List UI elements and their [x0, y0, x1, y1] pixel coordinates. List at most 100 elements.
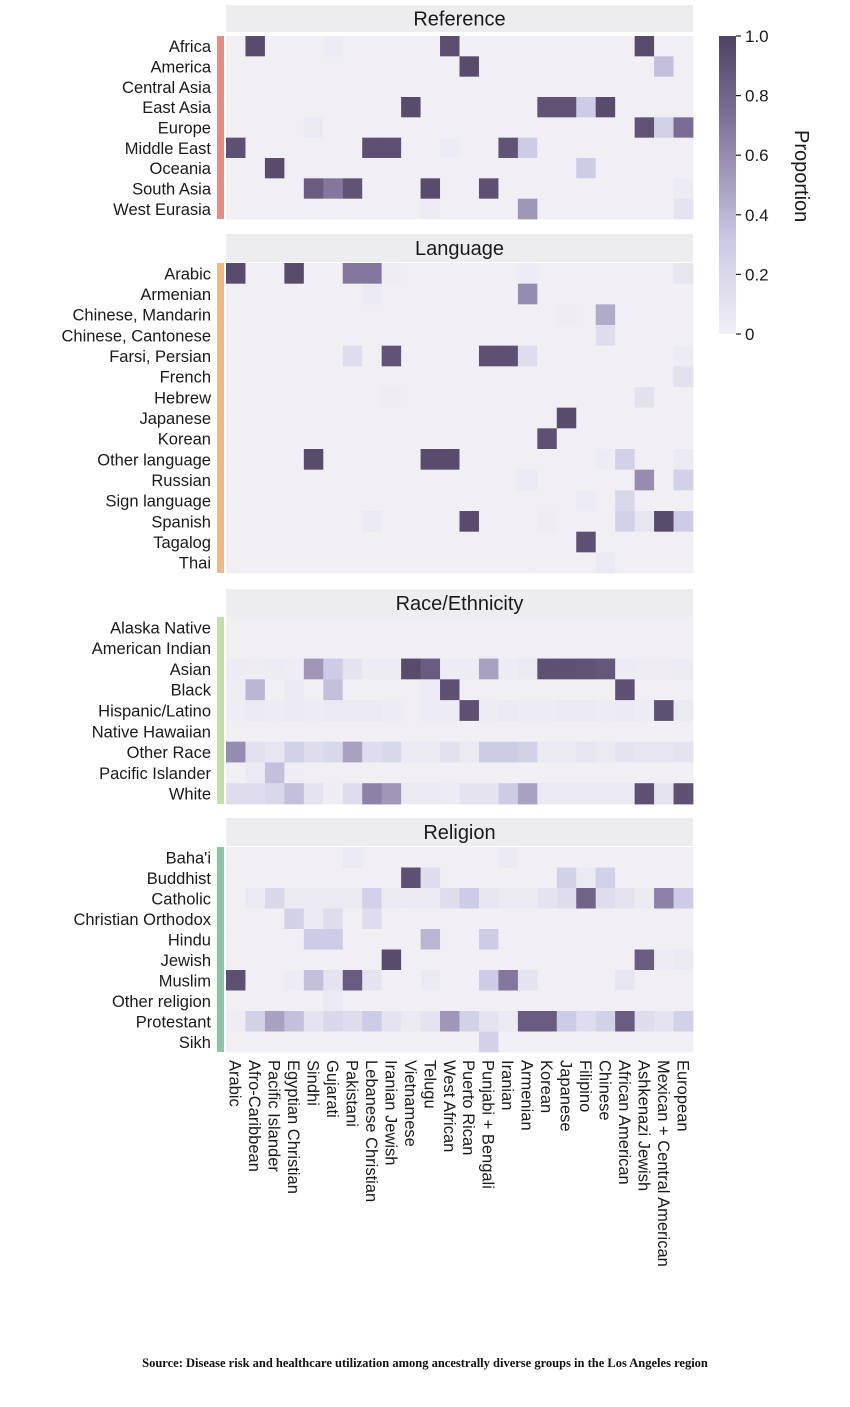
heatmap-cell: [362, 908, 383, 930]
heatmap-cell: [362, 158, 383, 179]
heatmap-cell: [245, 847, 266, 868]
heatmap-chart: Reference Africa America Central Asia East A…: [61, 5, 812, 1267]
heatmap-cell: [401, 345, 421, 367]
heatmap-cell: [537, 720, 558, 743]
heatmap-cell: [556, 990, 577, 1012]
heatmap-cell: [323, 283, 344, 305]
heatmap-cell: [576, 36, 597, 57]
heatmap-cell: [381, 158, 402, 179]
heatmap-cell: [615, 783, 636, 805]
heatmap-cell: [537, 469, 558, 491]
row-label: Europe: [158, 120, 211, 138]
heatmap-cell: [342, 1011, 363, 1032]
heatmap-cell: [264, 407, 285, 429]
heatmap-cell: [226, 762, 246, 784]
heatmap-cell: [226, 658, 246, 680]
heatmap-cell: [323, 949, 344, 971]
column-label: West African: [440, 1060, 458, 1152]
heatmap-cell: [654, 949, 674, 971]
heatmap-cell: [673, 76, 694, 98]
panel-title: Reference: [413, 9, 505, 31]
heatmap-cell: [362, 304, 383, 326]
heatmap-cell: [595, 407, 616, 429]
heatmap-cell: [420, 387, 441, 409]
heatmap-cell: [498, 97, 519, 118]
heatmap-cell: [615, 304, 636, 326]
heatmap-cell: [401, 407, 421, 429]
heatmap-cell: [498, 637, 519, 659]
heatmap-cell: [323, 449, 344, 471]
heatmap-cell: [420, 97, 441, 118]
heatmap-cell: [478, 867, 499, 889]
heatmap-cell: [576, 117, 597, 139]
heatmap-cell: [323, 552, 344, 574]
heatmap-cell: [226, 490, 246, 512]
heatmap-cell: [478, 387, 499, 409]
heatmap-cell: [576, 552, 597, 574]
heatmap-cell: [634, 949, 655, 971]
heatmap-cell: [323, 531, 344, 553]
heatmap-cell: [498, 490, 519, 512]
heatmap-cell: [362, 1031, 383, 1053]
colorbar-tick-label: 0.4: [745, 206, 769, 225]
panel-accent-bar: [217, 36, 224, 219]
heatmap-cell: [245, 1011, 266, 1032]
heatmap-cell: [556, 137, 577, 159]
heatmap-cell: [284, 137, 305, 159]
heatmap-cell: [595, 679, 616, 701]
heatmap-cell: [264, 449, 285, 471]
heatmap-cell: [303, 929, 324, 950]
heatmap-cell: [556, 283, 577, 305]
heatmap-cell: [342, 990, 363, 1012]
heatmap-cell: [673, 449, 694, 471]
heatmap-cell: [303, 283, 324, 305]
heatmap-cell: [440, 198, 460, 220]
heatmap-cell: [537, 366, 558, 388]
heatmap-cell: [401, 531, 421, 553]
row-label: Christian Orthodox: [73, 911, 211, 929]
heatmap-cell: [595, 720, 616, 743]
heatmap-cell: [654, 97, 674, 118]
heatmap-cell: [245, 531, 266, 553]
heatmap-cell: [303, 783, 324, 805]
heatmap-cell: [615, 56, 636, 78]
heatmap-cell: [478, 97, 499, 118]
heatmap-cell: [537, 511, 558, 533]
heatmap-cell: [576, 741, 597, 763]
heatmap-cell: [323, 970, 344, 991]
heatmap-cell: [440, 387, 460, 409]
heatmap-cell: [401, 428, 421, 450]
heatmap-cell: [401, 888, 421, 909]
column-label: Lebanese Christian: [362, 1060, 380, 1202]
heatmap-cell: [303, 970, 324, 991]
heatmap-cell: [226, 304, 246, 326]
heatmap-cell: [342, 929, 363, 950]
heatmap-cell: [401, 387, 421, 409]
heatmap-cell: [381, 511, 402, 533]
heatmap-cell: [303, 325, 324, 347]
heatmap-cell: [284, 867, 305, 889]
heatmap-cell: [556, 428, 577, 450]
heatmap-cell: [673, 679, 694, 701]
heatmap-cell: [401, 117, 421, 139]
heatmap-cell: [226, 387, 246, 409]
heatmap-cell: [654, 1031, 674, 1053]
heatmap-cell: [673, 36, 694, 57]
heatmap-cell: [264, 908, 285, 930]
heatmap-cell: [303, 36, 324, 57]
heatmap-cell: [381, 929, 402, 950]
column-label: Afro-Caribbean: [245, 1060, 263, 1172]
heatmap-cell: [284, 117, 305, 139]
heatmap-cell: [478, 762, 499, 784]
heatmap-cell: [381, 178, 402, 200]
heatmap-cell: [303, 490, 324, 512]
heatmap-cell: [362, 741, 383, 763]
heatmap-cell: [498, 700, 519, 722]
heatmap-cell: [245, 949, 266, 971]
heatmap-cell: [556, 1011, 577, 1032]
heatmap-cell: [576, 970, 597, 991]
heatmap-cell: [615, 76, 636, 98]
heatmap-cell: [595, 762, 616, 784]
heatmap-cell: [459, 469, 480, 491]
heatmap-cell: [303, 198, 324, 220]
